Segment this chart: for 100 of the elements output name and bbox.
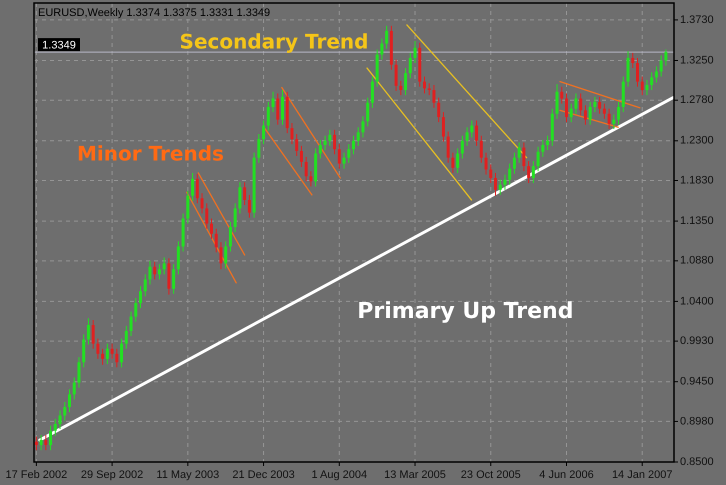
candlestick: [309, 170, 312, 187]
candlestick: [34, 436, 38, 451]
x-tick-label: 23 Oct 2005: [460, 469, 521, 481]
candlestick: [475, 120, 478, 146]
candlestick: [617, 101, 620, 126]
candlestick: [205, 202, 208, 230]
x-tick-label: 11 May 2003: [156, 469, 220, 481]
annotation: Secondary Trend: [180, 29, 368, 54]
candlestick: [466, 126, 469, 146]
candlestick: [498, 179, 502, 196]
candlestick: [96, 338, 100, 360]
candlestick: [518, 142, 521, 164]
candlestick: [148, 260, 152, 285]
candlestick: [172, 264, 176, 294]
y-tick-label: 1.1830: [680, 174, 714, 186]
candlestick: [422, 76, 426, 94]
y-tick-label: 0.8500: [680, 456, 714, 468]
candlestick: [234, 202, 237, 233]
y-tick-label: 1.2780: [680, 94, 714, 106]
candlestick: [196, 173, 199, 204]
candlestick: [574, 92, 578, 114]
candlestick: [399, 80, 402, 96]
candlestick: [564, 92, 568, 123]
candlestick: [262, 120, 266, 145]
candlestick: [527, 160, 530, 184]
candlestick: [106, 343, 109, 364]
x-tick-label: 4 Jun 2006: [539, 469, 594, 481]
x-tick-label: 13 Mar 2005: [384, 469, 446, 481]
y-tick-label: 1.3250: [680, 54, 714, 66]
candlestick: [115, 348, 118, 368]
candlestick: [266, 101, 270, 132]
candlestick: [579, 92, 582, 116]
candlestick: [640, 76, 644, 96]
candlestick: [101, 348, 104, 366]
candlestick: [356, 126, 360, 146]
candlestick: [219, 242, 222, 270]
candlestick: [414, 40, 417, 64]
candlestick: [280, 90, 284, 126]
candlestick: [257, 134, 260, 164]
candlestick: [650, 72, 654, 91]
annotation: Primary Up Trend: [357, 298, 574, 324]
candlestick: [480, 135, 483, 164]
x-tick-label: 1 Aug 2004: [311, 469, 368, 481]
candlestick: [333, 129, 336, 155]
candlestick: [228, 221, 232, 252]
candlestick: [120, 338, 124, 368]
candlestick: [645, 79, 648, 96]
annotation: Minor Trends: [77, 141, 224, 166]
candlestick: [446, 130, 450, 164]
candlestick: [588, 101, 592, 126]
candlestick: [44, 434, 48, 451]
candlestick: [541, 139, 544, 158]
candlestick: [63, 401, 66, 422]
candlestick: [186, 190, 190, 224]
candlestick: [370, 76, 374, 108]
chart-title: EURUSD,Weekly 1.3374 1.3375 1.3331 1.3349: [38, 7, 270, 19]
candlestick: [162, 256, 166, 275]
candlestick: [347, 144, 350, 164]
x-tick-label: 29 Sep 2002: [80, 469, 144, 481]
y-tick-label: 0.8980: [680, 415, 714, 428]
candlestick: [484, 152, 488, 176]
candlestick: [631, 52, 634, 69]
candlestick: [408, 52, 412, 79]
candlestick: [82, 334, 86, 368]
candlestick: [366, 97, 370, 127]
candlestick: [134, 298, 138, 322]
candlestick: [522, 142, 526, 172]
candlestick: [248, 194, 251, 218]
candlestick: [139, 286, 142, 309]
y-tick-label: 0.9450: [680, 376, 714, 388]
candlestick: [512, 152, 516, 174]
candlestick: [77, 356, 80, 388]
candlestick: [92, 319, 95, 350]
candlestick: [456, 148, 460, 174]
candlestick: [342, 152, 346, 170]
y-tick-label: 1.0880: [680, 254, 714, 267]
candlestick: [556, 84, 559, 120]
candlestick: [532, 160, 535, 184]
candlestick: [428, 82, 431, 96]
candlestick: [304, 156, 308, 182]
candlestick: [58, 410, 62, 430]
candlestick: [130, 311, 133, 337]
candlestick: [664, 48, 668, 66]
candlestick: [536, 146, 540, 172]
candlestick: [290, 122, 294, 145]
candlestick: [380, 38, 384, 60]
y-tick-label: 1.1350: [680, 214, 714, 227]
candlestick: [437, 97, 440, 123]
candlestick: [110, 343, 114, 360]
candlestick: [602, 103, 606, 120]
candlestick: [224, 240, 228, 269]
candlestick: [460, 135, 464, 160]
x-tick-label: 21 Dec 2003: [232, 469, 295, 481]
candlestick: [158, 264, 161, 280]
candlestick: [324, 135, 327, 151]
candlestick: [300, 145, 303, 168]
candlestick: [272, 91, 275, 113]
ref-line-label: 1.3349: [42, 40, 76, 52]
candlestick: [546, 135, 550, 151]
candlestick: [451, 152, 454, 174]
